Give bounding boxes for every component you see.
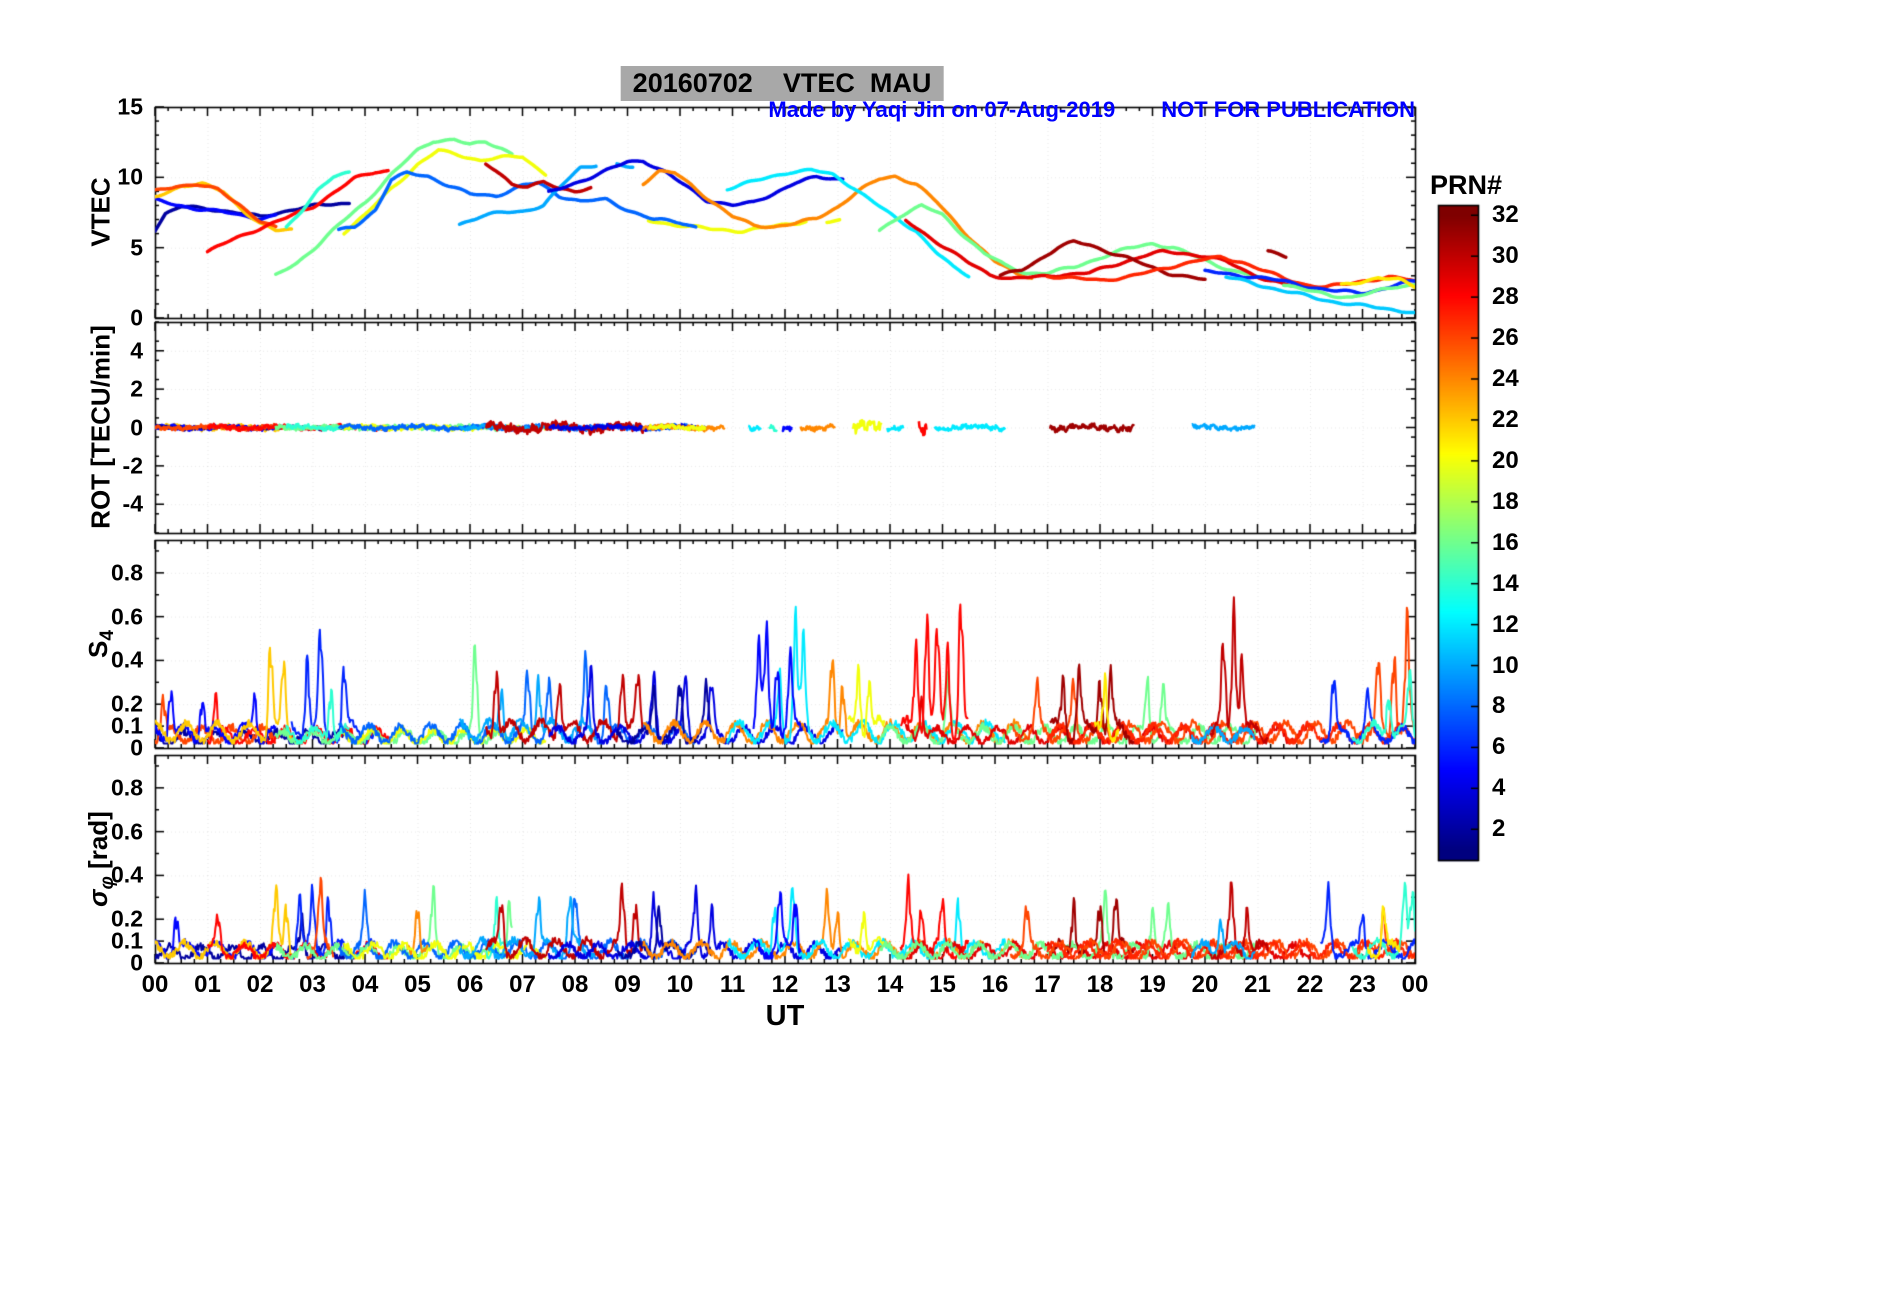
y-tick-label: 0 (130, 414, 143, 440)
colorbar-tick-label: 18 (1492, 487, 1519, 515)
x-tick-label: 08 (561, 971, 589, 998)
x-tick-label: 22 (1296, 971, 1324, 998)
x-tick-label: 00 (141, 971, 169, 998)
colorbar-tick-label: 8 (1492, 692, 1506, 720)
x-tick-label: 11 (719, 971, 746, 998)
y-axis-label-vtec: VTEC (85, 177, 116, 247)
x-tick-label: 13 (824, 971, 851, 998)
y-tick-label: 10 (117, 163, 143, 190)
y-tick-label: 0.8 (111, 774, 143, 801)
x-tick-label: 02 (246, 971, 274, 998)
y-tick-label: -4 (122, 490, 143, 517)
colorbar-tick-label: 6 (1492, 733, 1506, 761)
x-tick-label: 07 (509, 971, 536, 998)
x-tick-label: 15 (929, 971, 956, 998)
x-tick-label: 19 (1139, 971, 1166, 998)
y-tick-label: 0.2 (111, 905, 143, 932)
colorbar-tick-label: 12 (1492, 610, 1519, 638)
y-tick-label: 0.8 (111, 559, 143, 586)
colorbar-title: PRN# (1429, 170, 1503, 200)
x-tick-label: 23 (1349, 971, 1376, 998)
colorbar-tick-label: 32 (1492, 201, 1519, 229)
y-tick-label: 0.6 (111, 603, 143, 630)
y-tick-label: 0.4 (111, 861, 143, 888)
x-axis-label: UT (765, 1000, 805, 1032)
x-tick-label: 04 (351, 971, 379, 998)
y-tick-label: 15 (117, 93, 143, 120)
y-tick-label: -2 (122, 452, 143, 479)
colorbar-tick-label: 20 (1492, 446, 1519, 474)
y-tick-label: 0.1 (111, 927, 143, 954)
watermark-author: Made by Yaqi Jin on 07-Aug-2019 (768, 97, 1116, 122)
y-tick-label: 0.1 (111, 712, 143, 739)
x-tick-label: 12 (771, 971, 799, 998)
x-tick-label: 09 (614, 971, 641, 998)
y-tick-label: 5 (130, 234, 143, 261)
colorbar-tick-label: 30 (1492, 242, 1519, 270)
y-axis-label-rot: ROT [TECU/min] (85, 325, 116, 529)
colorbar-tick-label: 24 (1492, 364, 1519, 392)
colorbar-tick-label: 14 (1492, 569, 1519, 597)
colorbar-tick-label: 26 (1492, 324, 1519, 352)
colorbar-tick-label: 10 (1492, 651, 1519, 679)
watermark: Made by Yaqi Jin on 07-Aug-2019 NOT FOR P… (768, 97, 1415, 123)
y-tick-label: 0.6 (111, 818, 143, 845)
colorbar-tick-label: 22 (1492, 405, 1519, 433)
x-tick-label: 17 (1034, 971, 1061, 998)
x-tick-label: 05 (404, 971, 431, 998)
y-tick-label: 0.4 (111, 646, 143, 673)
x-tick-label: 10 (666, 971, 694, 998)
watermark-notice: NOT FOR PUBLICATION (1161, 97, 1415, 122)
y-tick-label: 2 (130, 375, 143, 402)
y-tick-label: 4 (130, 337, 143, 364)
chart-title: 20160702 VTEC MAU (620, 66, 944, 101)
x-tick-label: 01 (194, 971, 221, 998)
x-tick-label: 06 (456, 971, 484, 998)
y-tick-label: 0 (130, 949, 143, 976)
colorbar-tick-label: 4 (1492, 774, 1506, 802)
x-tick-label: 20 (1191, 971, 1219, 998)
colorbar-tick-label: 28 (1492, 283, 1519, 311)
colorbar-tick-label: 2 (1492, 815, 1506, 843)
colorbar-tick-label: 16 (1492, 528, 1519, 556)
y-tick-label: 0.2 (111, 690, 143, 717)
x-tick-label: 03 (299, 971, 326, 998)
x-tick-label: 21 (1244, 971, 1271, 998)
x-tick-label: 00 (1401, 971, 1429, 998)
x-tick-label: 18 (1086, 971, 1114, 998)
x-tick-label: 16 (981, 971, 1009, 998)
x-tick-label: 14 (876, 971, 904, 998)
y-tick-label: 0 (130, 304, 143, 331)
y-tick-label: 0 (130, 734, 143, 761)
